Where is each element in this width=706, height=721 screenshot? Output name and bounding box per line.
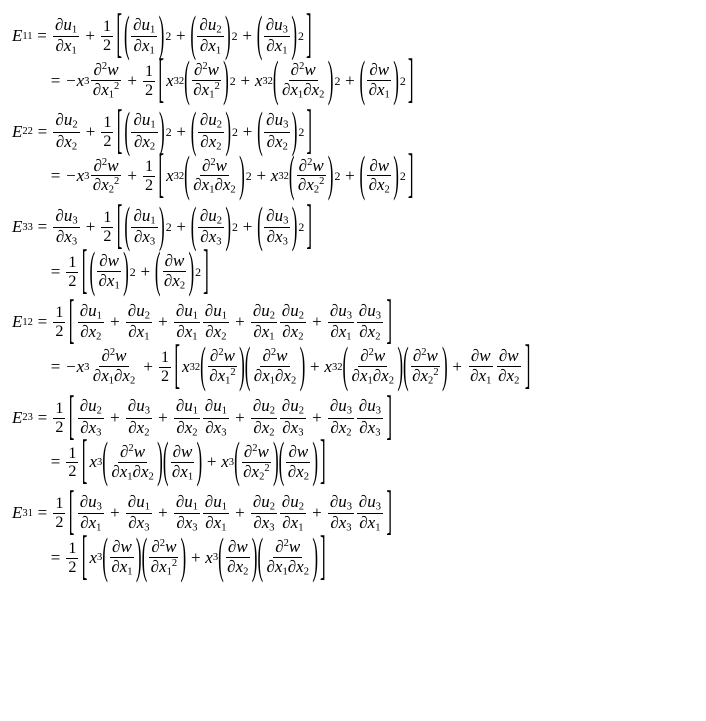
- eq-e33-b: = 12 [ (∂w∂x1)2 + (∂w∂x2)2 ]: [46, 252, 694, 292]
- eq-e33-a: E33 = ∂u3∂x3 + 12 [ (∂u1∂x3)2 + (∂u2∂x3)…: [12, 207, 694, 248]
- equals: =: [37, 27, 47, 46]
- bracket-r: ]: [306, 7, 312, 67]
- plus: +: [85, 27, 95, 46]
- paren-l: (: [124, 10, 130, 64]
- bracket-l: [: [116, 7, 122, 67]
- du1dx1: ∂u1∂x1: [53, 16, 79, 57]
- eq-e22-b: = −x3 ∂2w∂x22 + 12 [ x32 (∂2w∂x1∂x2)2 + …: [46, 157, 694, 197]
- eq-e11-b: = −x3 ∂2w∂x12 + 12 [ x32 (∂2w∂x12)2 + x3…: [46, 61, 694, 101]
- eq-e31-a: E31 = 12 [ ∂u3∂x1 + ∂u1∂x3 + ∂u1∂x3 ∂u1∂…: [12, 493, 694, 534]
- equation-block: E11 = ∂u1∂x1 + 12 [ (∂u1∂x1)2 + (∂u2∂x1)…: [12, 16, 694, 578]
- sub-11: 11: [22, 31, 32, 43]
- d2wdx1: ∂2w∂x12: [91, 61, 122, 101]
- t1: ∂u1∂x1: [131, 16, 157, 57]
- eq-e31-b: = 12 [ x3 (∂w∂x1) (∂2w∂x12) + x3 (∂w∂x2)…: [46, 538, 694, 578]
- eq-e12-a: E12 = 12 [ ∂u1∂x2 + ∂u2∂x1 + ∂u1∂x1 ∂u1∂…: [12, 302, 694, 343]
- eq-e12-b: = −x3 ∂2w∂x1∂x2 + 12 [ x32 (∂2w∂x12) (∂2…: [46, 347, 694, 387]
- minus-x3: −x: [65, 72, 84, 91]
- eq-e23-a: E23 = 12 [ ∂u2∂x3 + ∂u3∂x2 + ∂u1∂x2 ∂u1∂…: [12, 397, 694, 438]
- one-half: 12: [101, 18, 113, 55]
- var-E: E: [12, 27, 22, 46]
- eq-e23-b: = 12 [ x3 (∂2w∂x1∂x2) (∂w∂x1) + x3 (∂2w∂…: [46, 443, 694, 483]
- sq: 2: [165, 30, 171, 43]
- eq-e11-a: E11 = ∂u1∂x1 + 12 [ (∂u1∂x1)2 + (∂u2∂x1)…: [12, 16, 694, 57]
- eq-e22-a: E22 = ∂u2∂x2 + 12 [ (∂u1∂x2)2 + (∂u2∂x2)…: [12, 111, 694, 152]
